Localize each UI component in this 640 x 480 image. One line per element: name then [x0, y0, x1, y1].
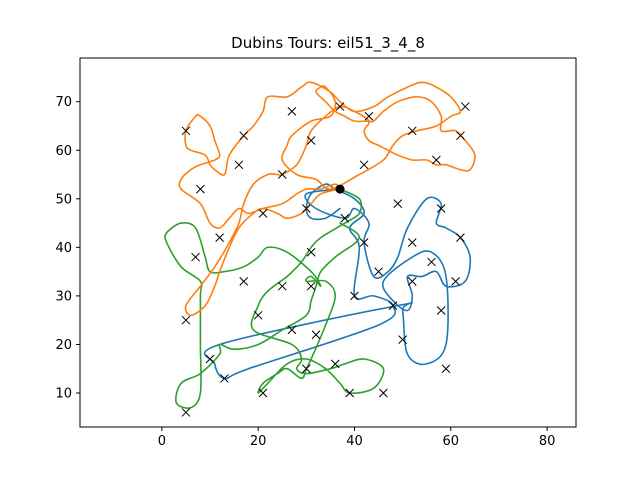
node-marker: [427, 257, 436, 267]
node-marker: [407, 276, 417, 286]
node-marker: [436, 306, 446, 315]
series-layer: [164, 81, 476, 409]
axes-frame: [79, 57, 577, 428]
node-marker: [181, 408, 191, 417]
node-marker: [398, 335, 407, 344]
node-marker: [239, 276, 249, 286]
plot-area: [164, 81, 476, 417]
node-marker: [407, 126, 417, 136]
node-marker: [460, 102, 470, 111]
node-marker: [196, 184, 205, 194]
node-marker: [301, 204, 311, 213]
node-marker: [350, 291, 359, 301]
nodes-layer: [181, 102, 470, 417]
depot-marker: [335, 184, 345, 194]
tour-line-2: [164, 188, 385, 409]
y-tick-label: 20: [55, 338, 72, 353]
node-marker: [456, 233, 465, 242]
node-marker: [364, 111, 374, 121]
node-marker: [181, 315, 191, 325]
node-marker: [287, 107, 297, 116]
x-tick-label: 40: [346, 434, 363, 449]
node-marker: [388, 301, 398, 310]
node-marker: [374, 267, 383, 276]
y-axis-ticks: 10 20 30 40 50 60 70: [55, 95, 80, 402]
node-marker: [253, 310, 263, 320]
y-tick-label: 30: [55, 289, 72, 304]
node-marker: [301, 364, 311, 374]
node-marker: [306, 247, 316, 257]
tour-line-1: [203, 183, 472, 380]
node-marker: [306, 281, 316, 291]
node-marker: [287, 325, 297, 335]
chart-title: Dubins Tours: eil51_3_4_8: [231, 34, 425, 53]
node-marker: [441, 364, 451, 374]
y-tick-label: 60: [55, 144, 72, 159]
node-marker: [215, 233, 225, 242]
node-marker: [359, 238, 369, 247]
node-marker: [277, 170, 287, 179]
node-marker: [277, 281, 287, 291]
depot-layer: [335, 184, 345, 194]
node-marker: [379, 388, 388, 398]
node-marker: [306, 136, 316, 145]
x-tick-label: 60: [443, 434, 460, 449]
node-marker: [258, 388, 268, 398]
node-marker: [258, 209, 268, 218]
node-marker: [431, 155, 441, 165]
y-tick-label: 70: [55, 95, 72, 110]
y-tick-label: 10: [55, 387, 72, 402]
node-marker: [345, 388, 355, 398]
node-marker: [234, 160, 244, 170]
node-marker: [191, 252, 200, 262]
node-marker: [335, 102, 345, 111]
x-tick-label: 80: [539, 434, 556, 449]
node-marker: [456, 131, 465, 141]
node-marker: [330, 359, 340, 369]
x-tick-label: 20: [250, 434, 267, 449]
node-marker: [311, 330, 321, 340]
x-tick-label: 0: [158, 434, 166, 449]
y-tick-label: 50: [55, 192, 72, 207]
x-axis-ticks: 0 20 40 60 80: [158, 427, 556, 449]
node-marker: [205, 354, 215, 364]
node-marker: [436, 204, 446, 213]
y-tick-label: 40: [55, 241, 72, 256]
node-marker: [359, 160, 369, 170]
node-marker: [239, 131, 249, 141]
node-marker: [181, 126, 191, 136]
node-marker: [340, 213, 350, 223]
node-marker: [393, 199, 403, 209]
tour-line-3: [178, 81, 476, 317]
node-marker: [220, 374, 229, 383]
node-marker: [407, 238, 417, 247]
node-marker: [451, 276, 460, 286]
